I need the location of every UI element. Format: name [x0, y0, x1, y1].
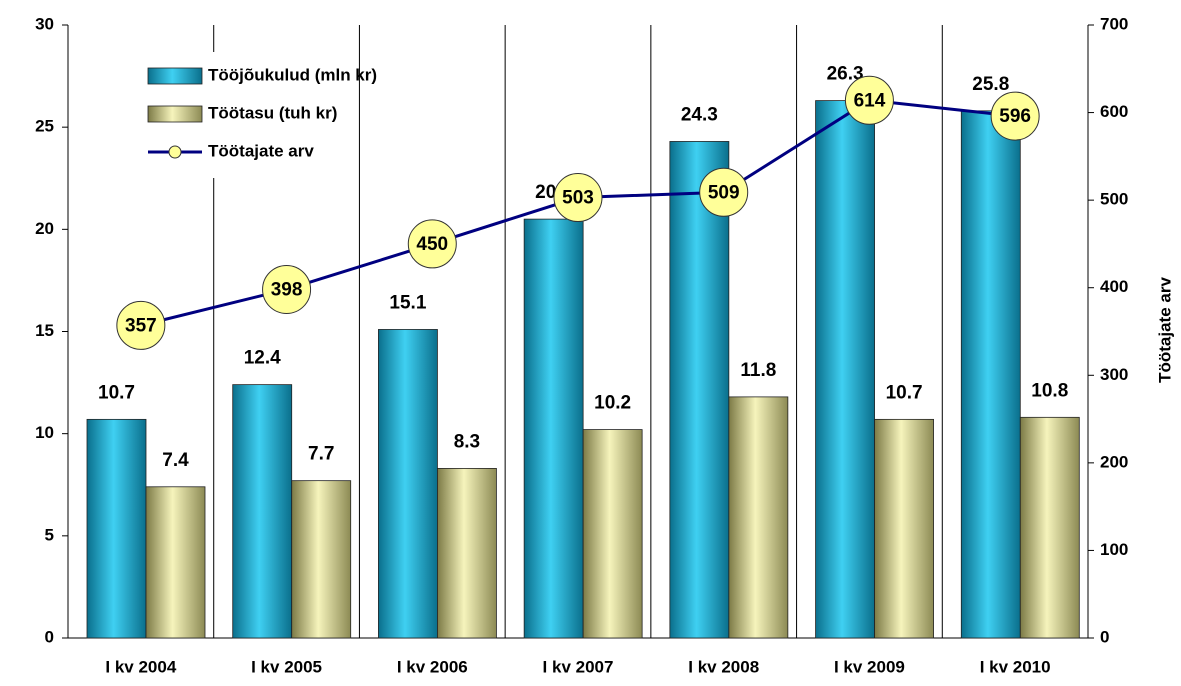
line-value-label: 614 [854, 90, 886, 111]
bar-value-label: 24.3 [681, 104, 718, 125]
legend-swatch [147, 105, 203, 123]
line-marker [262, 264, 312, 314]
y-tick-label: 5 [45, 525, 54, 544]
x-tick-label: I kv 2004 [105, 657, 176, 676]
bar-value-label: 10.7 [98, 382, 135, 403]
bar-value-label: 10.2 [594, 393, 631, 414]
bar [815, 100, 875, 639]
bar-value-label: 10.7 [886, 382, 923, 403]
bar [378, 329, 438, 639]
x-tick-label: I kv 2009 [834, 657, 905, 676]
line-marker [699, 167, 749, 217]
legend-label: Töötasu (tuh kr) [208, 103, 337, 122]
bar [145, 486, 206, 639]
line-value-label: 503 [562, 188, 594, 209]
line-value-label: 357 [125, 315, 157, 336]
bar-value-label: 7.4 [162, 450, 189, 471]
y2-tick-label: 700 [1100, 14, 1128, 33]
line-value-label: 509 [708, 182, 740, 203]
line-value-label: 398 [271, 279, 303, 300]
line-marker [990, 91, 1040, 141]
legend-marker [168, 145, 182, 159]
y2-tick-label: 100 [1100, 540, 1128, 559]
y2-tick-label: 200 [1100, 452, 1128, 471]
bar [437, 468, 497, 639]
bar [874, 418, 934, 639]
line-value-label: 596 [999, 106, 1031, 127]
bar [86, 418, 147, 639]
y-tick-label: 10 [35, 423, 54, 442]
bar [669, 141, 730, 639]
y-tick-label: 15 [35, 321, 54, 340]
bar-value-label: 12.4 [244, 348, 281, 369]
bar [960, 110, 1021, 639]
x-tick-label: I kv 2007 [543, 657, 614, 676]
bar [291, 480, 352, 639]
bar-value-label: 11.8 [740, 360, 776, 381]
y-tick-label: 30 [35, 14, 54, 33]
line-marker [407, 219, 457, 269]
bar [582, 429, 643, 639]
bar [728, 396, 789, 639]
bar [1019, 416, 1080, 639]
y-tick-label: 0 [45, 627, 54, 646]
bar-value-label: 8.3 [454, 431, 480, 452]
line-marker [553, 173, 603, 223]
line-value-label: 450 [416, 234, 448, 255]
y2-tick-label: 500 [1100, 190, 1128, 209]
x-tick-label: I kv 2005 [251, 657, 322, 676]
x-tick-label: I kv 2006 [397, 657, 468, 676]
x-tick-label: I kv 2008 [688, 657, 759, 676]
x-tick-label: I kv 2010 [980, 657, 1051, 676]
y2-axis-label: Töötajate arv [1155, 277, 1174, 383]
bar [523, 218, 584, 639]
y2-tick-label: 400 [1100, 277, 1128, 296]
y2-tick-label: 300 [1100, 365, 1128, 384]
bar-value-label: 15.1 [389, 292, 426, 313]
y2-tick-label: 0 [1100, 627, 1109, 646]
bar-value-label: 25.8 [972, 74, 1009, 95]
legend-swatch [147, 67, 203, 85]
legend-label: Töötajate arv [208, 141, 314, 160]
y-tick-label: 20 [35, 219, 54, 238]
legend-label: Tööjõukulud (mln kr) [208, 65, 377, 84]
y-tick-label: 25 [35, 117, 54, 136]
line-marker [844, 75, 894, 125]
line-marker [116, 300, 166, 350]
bar-value-label: 10.8 [1031, 380, 1068, 401]
bar-value-label: 26.3 [827, 64, 864, 85]
bar-value-label: 7.7 [308, 444, 334, 465]
y2-tick-label: 600 [1100, 102, 1128, 121]
bar [232, 384, 293, 639]
